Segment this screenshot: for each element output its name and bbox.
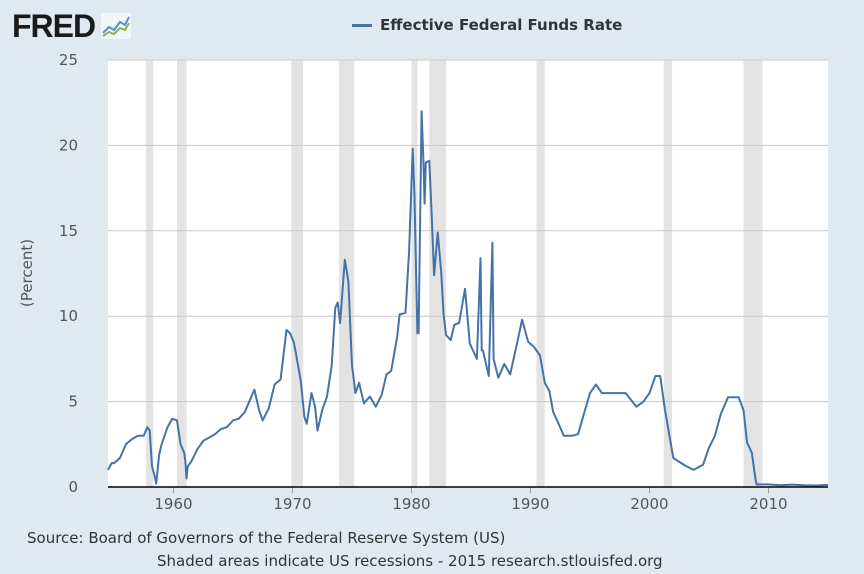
x-tick-label: 1970 <box>273 495 311 513</box>
y-tick-label: 25 <box>59 51 78 69</box>
y-tick-label: 10 <box>59 307 78 325</box>
recession-band <box>291 60 304 487</box>
y-axis-label: (Percent) <box>18 239 36 307</box>
y-tick-label: 20 <box>59 136 78 154</box>
recession-band <box>663 60 673 487</box>
chart-logo-icon <box>101 13 132 39</box>
x-tick-label: 1990 <box>511 495 549 513</box>
y-tick-label: 0 <box>68 478 78 496</box>
logo-text: FRED <box>12 8 96 44</box>
x-tick-label: 1960 <box>154 495 192 513</box>
recession-band <box>429 60 446 487</box>
recession-note: Shaded areas indicate US recessions - 20… <box>157 552 663 570</box>
x-tick-label: 1980 <box>392 495 430 513</box>
source-note: Source: Board of Governors of the Federa… <box>27 529 506 547</box>
recession-band <box>536 60 545 487</box>
legend-swatch <box>352 23 372 27</box>
legend[interactable]: Effective Federal Funds Rate <box>352 16 622 34</box>
y-tick-label: 15 <box>59 222 78 240</box>
recession-band <box>411 60 418 487</box>
series-line <box>107 110 829 487</box>
x-tick-label: 2010 <box>749 495 787 513</box>
x-tick-label: 2000 <box>630 495 668 513</box>
legend-label: Effective Federal Funds Rate <box>380 16 623 34</box>
fred-logo[interactable]: FRED <box>12 8 132 45</box>
plot-area <box>108 60 828 487</box>
recession-band <box>743 60 763 487</box>
recession-band <box>177 60 187 487</box>
recession-band <box>146 60 154 487</box>
y-tick-label: 5 <box>68 393 78 411</box>
